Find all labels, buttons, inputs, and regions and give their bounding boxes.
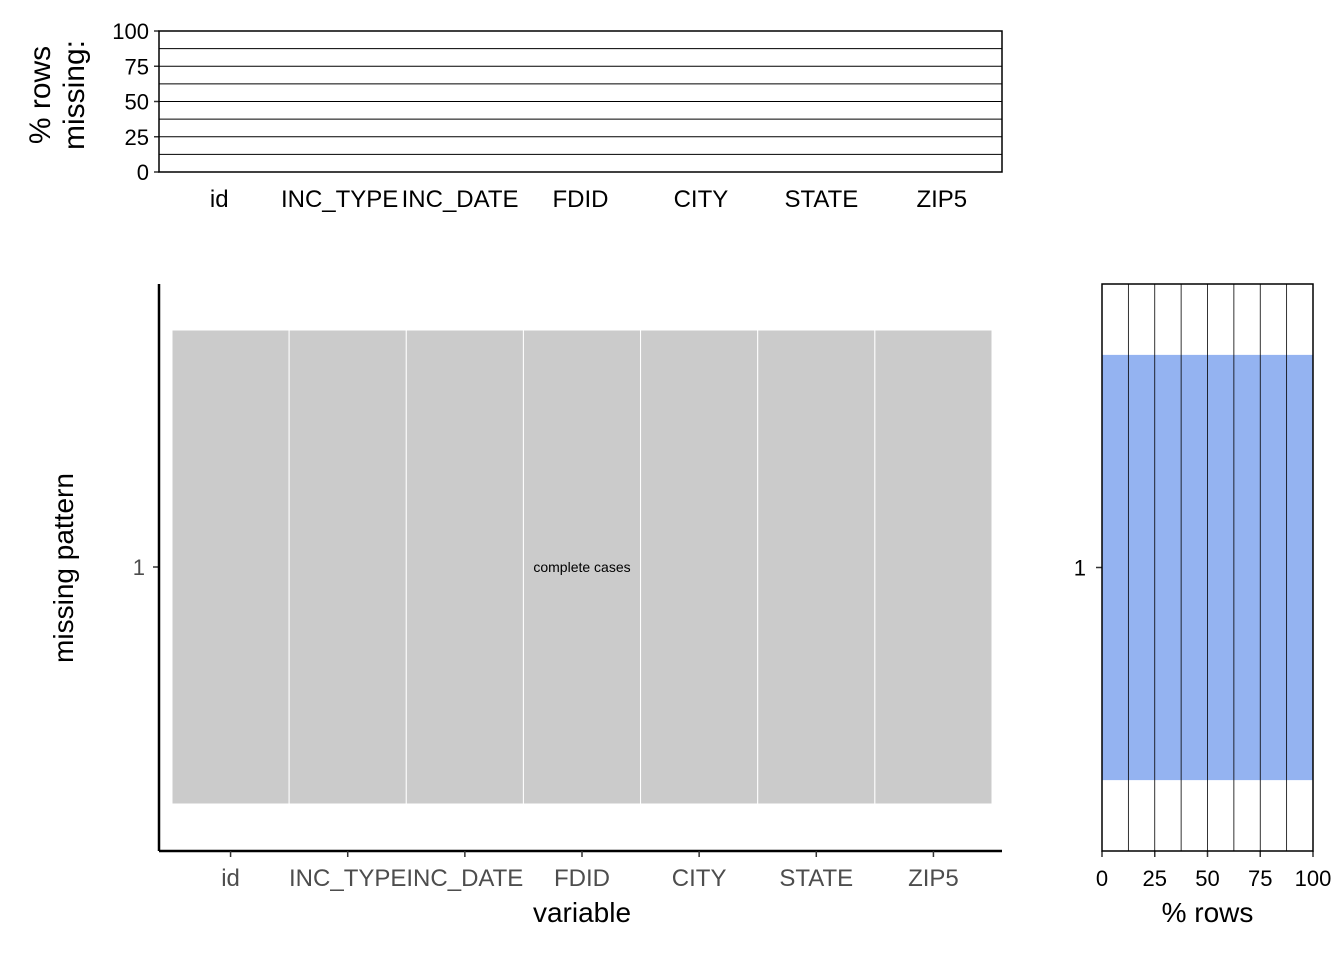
- main-x-tick-label: STATE: [779, 865, 853, 892]
- top-y-tick-label: 100: [112, 19, 149, 44]
- top-x-tick-label: INC_TYPE: [281, 186, 398, 213]
- main-y-tick-label: 1: [133, 555, 145, 580]
- main-panel-missing-pattern: 1 complete cases id INC_TYPE INC_DATE FDID CIT…: [48, 284, 1002, 928]
- main-x-tick-label: INC_TYPE: [289, 865, 406, 892]
- top-y-tick-label: 75: [125, 54, 149, 79]
- pattern-cell: [640, 329, 759, 805]
- top-x-tick-label: ZIP5: [916, 186, 967, 213]
- right-x-axis-title: % rows: [1162, 897, 1254, 928]
- main-x-axis-title: variable: [533, 897, 631, 928]
- top-x-tick-label: id: [210, 186, 229, 213]
- main-x-tick-label: ZIP5: [908, 865, 959, 892]
- right-x-tick-label: 50: [1195, 866, 1219, 891]
- complete-cases-annotation: complete cases: [533, 559, 630, 575]
- right-x-tick-label: 100: [1295, 866, 1332, 891]
- main-x-tick-label: id: [221, 865, 240, 892]
- pattern-cell: [522, 329, 642, 805]
- right-y-tick-label: 1: [1074, 556, 1086, 581]
- top-y-tick-label: 25: [125, 125, 149, 150]
- pattern-cell: [171, 329, 290, 805]
- top-x-tick-label: FDID: [553, 186, 609, 213]
- top-y-tick-label: 0: [137, 160, 149, 185]
- top-panel-border: [158, 30, 1003, 173]
- top-x-tick-label: STATE: [784, 186, 858, 213]
- top-panel-missing-percent: 0 25 50 75 100 id INC_TYPE INC_DATE FDID CITY STAT…: [24, 19, 1003, 213]
- top-y-tick-label: 50: [125, 90, 149, 115]
- main-x-tick-label: INC_DATE: [406, 865, 523, 892]
- top-y-axis-title: % rowsmissing:: [24, 40, 91, 150]
- top-x-tick-label: CITY: [674, 186, 729, 213]
- right-x-tick-label: 75: [1248, 866, 1272, 891]
- main-x-tick-label: FDID: [554, 865, 610, 892]
- pattern-cell: [874, 329, 993, 805]
- right-x-tick-label: 25: [1143, 866, 1167, 891]
- pattern-cell: [405, 329, 524, 805]
- top-x-tick-label: INC_DATE: [402, 186, 519, 213]
- main-x-tick-label: CITY: [672, 865, 727, 892]
- pattern-cell: [757, 329, 876, 805]
- top-y-axis-title-line1: % rows: [24, 46, 57, 144]
- right-panel-row-percent: 1 0 25 50 75 100 % rows: [1074, 283, 1332, 928]
- right-panel-border: [1101, 283, 1314, 852]
- top-y-axis-title-line2: missing:: [58, 40, 91, 150]
- right-x-tick-label: 0: [1096, 866, 1108, 891]
- main-y-axis-title: missing pattern: [48, 473, 79, 663]
- pattern-cell: [288, 329, 407, 805]
